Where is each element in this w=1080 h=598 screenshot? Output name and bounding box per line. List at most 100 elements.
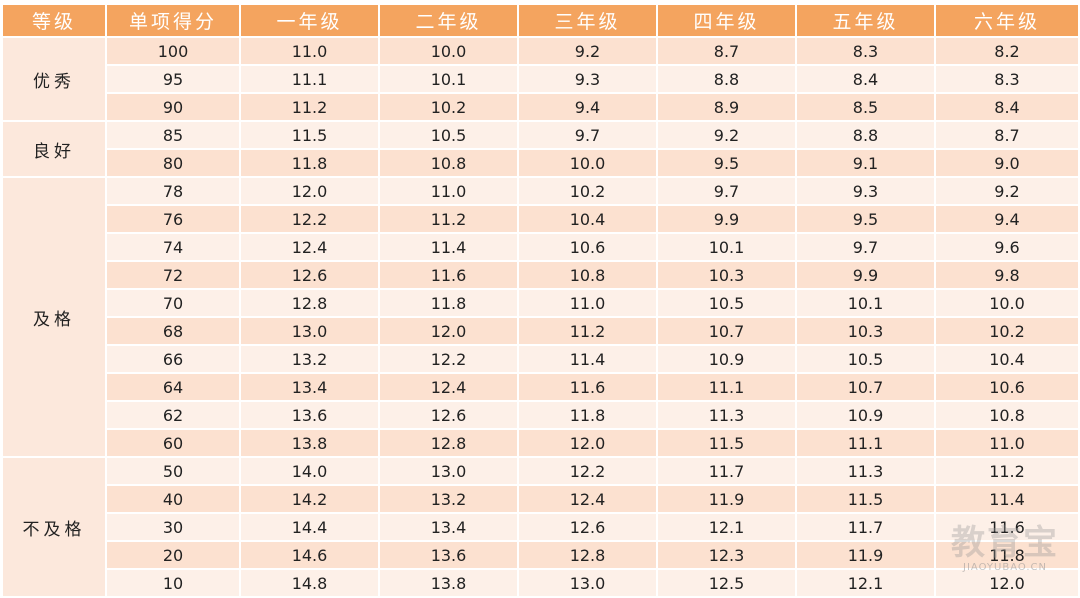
grade-2-cell: 13.6 — [380, 542, 517, 568]
score-cell: 100 — [107, 38, 239, 64]
grade-3-cell: 10.4 — [519, 206, 656, 232]
grade-4-cell: 10.7 — [658, 318, 795, 344]
grade-2-cell: 10.1 — [380, 66, 517, 92]
table-row: 良好 85 11.5 10.5 9.7 9.2 8.8 8.7 — [3, 122, 1078, 176]
grade-5-cell: 9.9 — [797, 262, 934, 288]
table-row: 74 12.4 11.4 10.6 10.1 9.7 9.6 — [3, 234, 1078, 260]
header-cell-grade-5: 五年级 — [797, 5, 934, 36]
grade-2-cell: 11.0 — [380, 178, 517, 204]
grade-4-cell: 12.5 — [658, 570, 795, 596]
grade-3-cell: 9.2 — [519, 38, 656, 64]
header-row: 等级 单项得分 一年级 二年级 三年级 四年级 五年级 六年级 — [3, 5, 1078, 36]
grade-3-cell: 12.4 — [519, 486, 656, 512]
table-row: 60 13.8 12.8 12.0 11.5 11.1 11.0 — [3, 430, 1078, 456]
level-cell: 不及格 — [3, 458, 105, 596]
grade-3-cell: 9.3 — [519, 66, 656, 92]
grade-6-cell: 9.0 — [936, 150, 1078, 176]
grade-3-cell: 10.6 — [519, 234, 656, 260]
grade-5-cell: 9.7 — [797, 234, 934, 260]
grade-3-cell: 12.2 — [519, 458, 656, 484]
grade-1-cell: 11.0 — [241, 38, 378, 64]
grade-3-cell: 12.0 — [519, 430, 656, 456]
grade-4-cell: 8.9 — [658, 94, 795, 120]
table-row: 不及格 50 14.0 13.0 12.2 11.7 11.3 11.2 — [3, 458, 1078, 596]
grade-6-cell: 9.2 — [936, 178, 1078, 204]
score-cell: 78 — [107, 178, 239, 204]
grade-3-cell: 11.6 — [519, 374, 656, 400]
grade-2-cell: 13.2 — [380, 486, 517, 512]
grade-3-cell: 12.6 — [519, 514, 656, 540]
grade-3-cell: 11.0 — [519, 290, 656, 316]
table-row: 90 11.2 10.2 9.4 8.9 8.5 8.4 — [3, 94, 1078, 120]
grade-4-cell: 9.9 — [658, 206, 795, 232]
grade-4-cell: 10.1 — [658, 234, 795, 260]
table-row: 95 11.1 10.1 9.3 8.8 8.4 8.3 — [3, 66, 1078, 92]
grade-2-cell: 10.0 — [380, 38, 517, 64]
grade-5-cell: 11.1 — [797, 430, 934, 456]
grade-6-cell: 8.7 — [936, 122, 1078, 148]
header-cell-grade-3: 三年级 — [519, 5, 656, 36]
grade-3-cell: 9.7 — [519, 122, 656, 148]
grade-6-cell: 11.2 — [936, 458, 1078, 484]
table-row: 64 13.4 12.4 11.6 11.1 10.7 10.6 — [3, 374, 1078, 400]
grade-2-cell: 10.2 — [380, 94, 517, 120]
grade-2-cell: 13.8 — [380, 570, 517, 596]
grade-1-cell: 13.6 — [241, 402, 378, 428]
score-cell: 90 — [107, 94, 239, 120]
score-cell: 50 — [107, 458, 239, 484]
grade-3-cell: 11.8 — [519, 402, 656, 428]
grade-3-cell: 13.0 — [519, 570, 656, 596]
grade-6-cell: 10.0 — [936, 290, 1078, 316]
grade-4-cell: 8.7 — [658, 38, 795, 64]
header-cell-grade-4: 四年级 — [658, 5, 795, 36]
grade-4-cell: 11.3 — [658, 402, 795, 428]
grade-4-cell: 10.3 — [658, 262, 795, 288]
grade-1-cell: 11.8 — [241, 150, 378, 176]
grade-2-cell: 12.0 — [380, 318, 517, 344]
score-table: 等级 单项得分 一年级 二年级 三年级 四年级 五年级 六年级 优秀 100 11.… — [1, 3, 1080, 598]
grade-3-cell: 12.8 — [519, 542, 656, 568]
grade-1-cell: 14.2 — [241, 486, 378, 512]
grade-4-cell: 11.1 — [658, 374, 795, 400]
grade-6-cell: 10.6 — [936, 374, 1078, 400]
grade-4-cell: 11.5 — [658, 430, 795, 456]
grade-6-cell: 8.4 — [936, 94, 1078, 120]
grade-6-cell: 10.2 — [936, 318, 1078, 344]
grade-2-cell: 11.2 — [380, 206, 517, 232]
table-row: 及格 78 12.0 11.0 10.2 9.7 9.3 9.2 — [3, 178, 1078, 456]
grade-2-cell: 13.4 — [380, 514, 517, 540]
grade-6-cell: 9.4 — [936, 206, 1078, 232]
grade-1-cell: 13.8 — [241, 430, 378, 456]
header-cell-grade-2: 二年级 — [380, 5, 517, 36]
level-cell: 良好 — [3, 122, 105, 176]
grade-2-cell: 10.8 — [380, 150, 517, 176]
grade-5-cell: 11.5 — [797, 486, 934, 512]
grade-4-cell: 10.5 — [658, 290, 795, 316]
grade-5-cell: 8.4 — [797, 66, 934, 92]
table-row: 62 13.6 12.6 11.8 11.3 10.9 10.8 — [3, 402, 1078, 428]
grade-4-cell: 11.7 — [658, 458, 795, 484]
grade-1-cell: 14.8 — [241, 570, 378, 596]
table-row: 40 14.2 13.2 12.4 11.9 11.5 11.4 — [3, 486, 1078, 512]
grade-6-cell: 9.6 — [936, 234, 1078, 260]
grade-2-cell: 12.8 — [380, 430, 517, 456]
grade-6-cell: 11.8 — [936, 542, 1078, 568]
grade-2-cell: 13.0 — [380, 458, 517, 484]
grade-4-cell: 11.9 — [658, 486, 795, 512]
grade-3-cell: 11.2 — [519, 318, 656, 344]
grade-2-cell: 12.4 — [380, 374, 517, 400]
score-cell: 80 — [107, 150, 239, 176]
table-row: 76 12.2 11.2 10.4 9.9 9.5 9.4 — [3, 206, 1078, 232]
score-cell: 10 — [107, 570, 239, 596]
grade-5-cell: 10.3 — [797, 318, 934, 344]
table-row: 66 13.2 12.2 11.4 10.9 10.5 10.4 — [3, 346, 1078, 372]
level-cell: 及格 — [3, 178, 105, 456]
grade-4-cell: 12.1 — [658, 514, 795, 540]
table-row: 10 14.8 13.8 13.0 12.5 12.1 12.0 — [3, 570, 1078, 596]
grade-6-cell: 10.4 — [936, 346, 1078, 372]
score-cell: 20 — [107, 542, 239, 568]
score-cell: 85 — [107, 122, 239, 148]
score-cell: 40 — [107, 486, 239, 512]
level-cell: 优秀 — [3, 38, 105, 120]
grade-6-cell: 11.6 — [936, 514, 1078, 540]
